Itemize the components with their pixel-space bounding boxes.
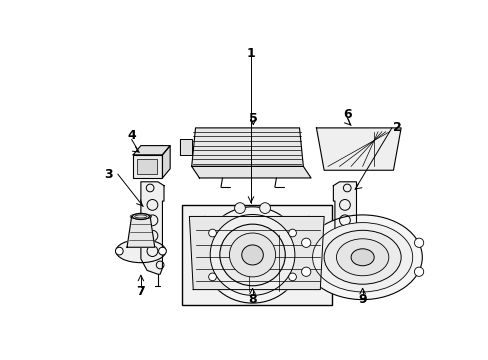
- Polygon shape: [133, 145, 170, 155]
- Circle shape: [301, 238, 310, 247]
- Ellipse shape: [132, 213, 149, 220]
- Polygon shape: [191, 166, 310, 178]
- Ellipse shape: [210, 215, 294, 295]
- Ellipse shape: [350, 249, 373, 266]
- Ellipse shape: [202, 207, 302, 303]
- Polygon shape: [189, 216, 324, 289]
- Bar: [182, 205, 331, 305]
- Ellipse shape: [229, 233, 275, 277]
- Ellipse shape: [241, 245, 263, 265]
- Circle shape: [288, 229, 296, 237]
- Text: 1: 1: [246, 47, 255, 60]
- Ellipse shape: [220, 224, 285, 286]
- Circle shape: [115, 247, 123, 255]
- Polygon shape: [162, 145, 170, 178]
- Circle shape: [234, 203, 245, 213]
- Text: 9: 9: [358, 293, 366, 306]
- Text: 6: 6: [342, 108, 351, 121]
- Circle shape: [208, 273, 216, 281]
- Circle shape: [301, 267, 310, 276]
- Circle shape: [259, 203, 270, 213]
- Polygon shape: [191, 128, 303, 166]
- Text: 3: 3: [104, 168, 113, 181]
- Circle shape: [288, 273, 296, 281]
- Text: 7: 7: [136, 285, 145, 298]
- Ellipse shape: [336, 239, 388, 276]
- Polygon shape: [316, 128, 400, 170]
- Polygon shape: [141, 182, 163, 274]
- Bar: [180, 139, 191, 155]
- Text: 2: 2: [393, 121, 401, 134]
- Ellipse shape: [303, 215, 422, 300]
- Circle shape: [414, 267, 423, 276]
- Ellipse shape: [116, 239, 165, 263]
- Text: 8: 8: [248, 293, 256, 306]
- Circle shape: [414, 238, 423, 247]
- Circle shape: [208, 229, 216, 237]
- Polygon shape: [333, 182, 356, 274]
- Ellipse shape: [312, 222, 412, 292]
- Ellipse shape: [324, 230, 400, 284]
- Circle shape: [158, 247, 166, 255]
- Bar: [137, 159, 157, 174]
- Text: 4: 4: [127, 129, 136, 142]
- Bar: [133, 155, 162, 178]
- Polygon shape: [127, 216, 154, 247]
- Text: 5: 5: [248, 112, 257, 125]
